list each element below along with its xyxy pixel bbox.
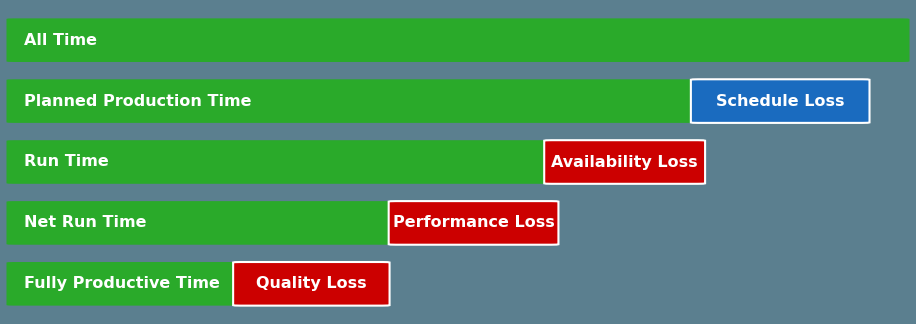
Text: Run Time: Run Time (24, 155, 109, 169)
Text: Planned Production Time: Planned Production Time (24, 94, 252, 109)
Text: Quality Loss: Quality Loss (256, 276, 366, 291)
Text: Fully Productive Time: Fully Productive Time (24, 276, 220, 291)
FancyBboxPatch shape (691, 79, 869, 123)
FancyBboxPatch shape (544, 140, 705, 184)
Text: Net Run Time: Net Run Time (24, 215, 147, 230)
FancyBboxPatch shape (6, 201, 430, 245)
FancyBboxPatch shape (6, 262, 274, 306)
FancyBboxPatch shape (234, 262, 389, 306)
Text: Performance Loss: Performance Loss (393, 215, 554, 230)
Text: Schedule Loss: Schedule Loss (716, 94, 845, 109)
FancyBboxPatch shape (6, 79, 732, 123)
FancyBboxPatch shape (6, 140, 585, 184)
Text: Availability Loss: Availability Loss (551, 155, 698, 169)
FancyBboxPatch shape (6, 18, 910, 62)
Text: All Time: All Time (24, 33, 97, 48)
FancyBboxPatch shape (388, 201, 559, 245)
